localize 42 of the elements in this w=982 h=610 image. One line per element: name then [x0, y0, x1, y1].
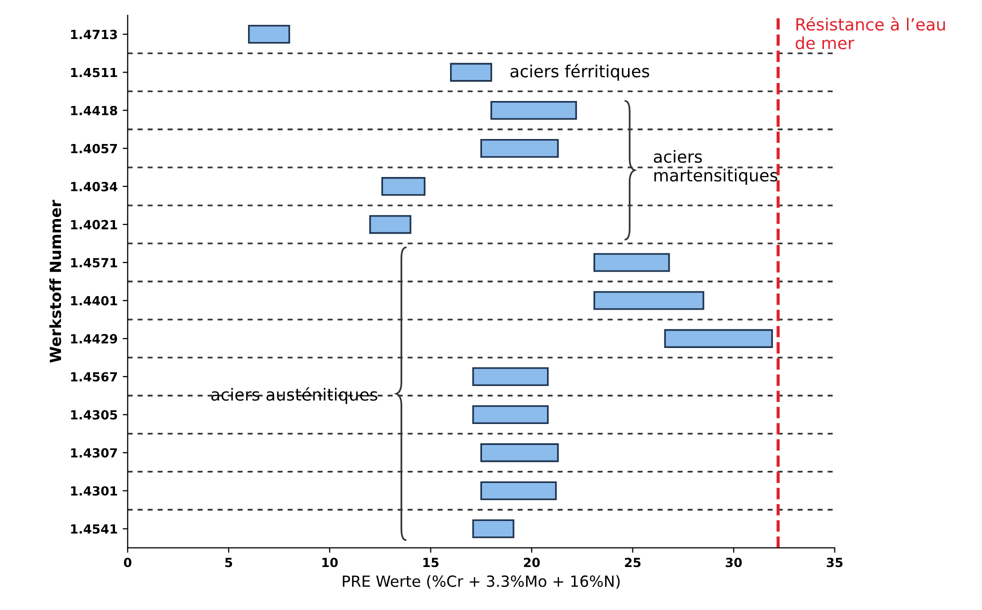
bar: [472, 405, 549, 424]
y-tick-label: 1.4301: [71, 486, 118, 496]
bar: [480, 481, 557, 500]
bar: [248, 24, 290, 44]
x-tick-label: 35: [826, 558, 843, 568]
x-tick-label: 5: [225, 558, 232, 568]
bar: [490, 100, 577, 120]
y-tick-label: 1.4307: [71, 448, 117, 458]
y-tick-label: 1.4571: [71, 258, 118, 268]
y-tick-label: 1.4057: [71, 144, 117, 154]
y-tick-label: 1.4511: [71, 68, 118, 78]
y-tick-label: 1.4429: [71, 334, 118, 344]
x-tick-label: 0: [124, 558, 132, 568]
y-tick-label: 1.4021: [71, 220, 118, 230]
y-tick-label: 1.4418: [71, 106, 118, 116]
x-tick-label: 15: [423, 558, 438, 568]
x-tick-label: 20: [524, 558, 540, 568]
ref-line-label: Résistance à l’eau de mer: [796, 17, 945, 50]
y-tick-label: 1.4567: [71, 372, 117, 382]
x-tick-label: 30: [726, 558, 742, 568]
annotation: aciers austénitiques: [211, 387, 378, 404]
bar: [593, 291, 704, 310]
bar: [472, 519, 514, 538]
bar: [480, 443, 559, 462]
bar: [381, 177, 426, 196]
y-tick-label: 1.4713: [71, 30, 117, 40]
y-tick-label: 1.4034: [71, 182, 118, 192]
bar: [369, 215, 412, 234]
x-tick-label: 25: [624, 558, 641, 568]
bar: [480, 138, 559, 158]
x-axis-title: PRE Werte (%Cr + 3.3%Mo + 16%N): [342, 575, 620, 589]
bar: [664, 329, 773, 348]
y-tick-label: 1.4401: [71, 296, 118, 306]
y-axis-title: Werkstoff Nummer: [49, 200, 62, 363]
annotation: aciers martensitiques: [654, 150, 778, 185]
y-tick-label: 1.4305: [71, 410, 118, 420]
annotation: aciers férritiques: [510, 64, 650, 81]
x-tick-label: 10: [322, 558, 338, 568]
bar: [450, 62, 492, 82]
y-tick-label: 1.4541: [71, 524, 118, 534]
bar: [593, 253, 670, 272]
bar: [472, 367, 549, 386]
